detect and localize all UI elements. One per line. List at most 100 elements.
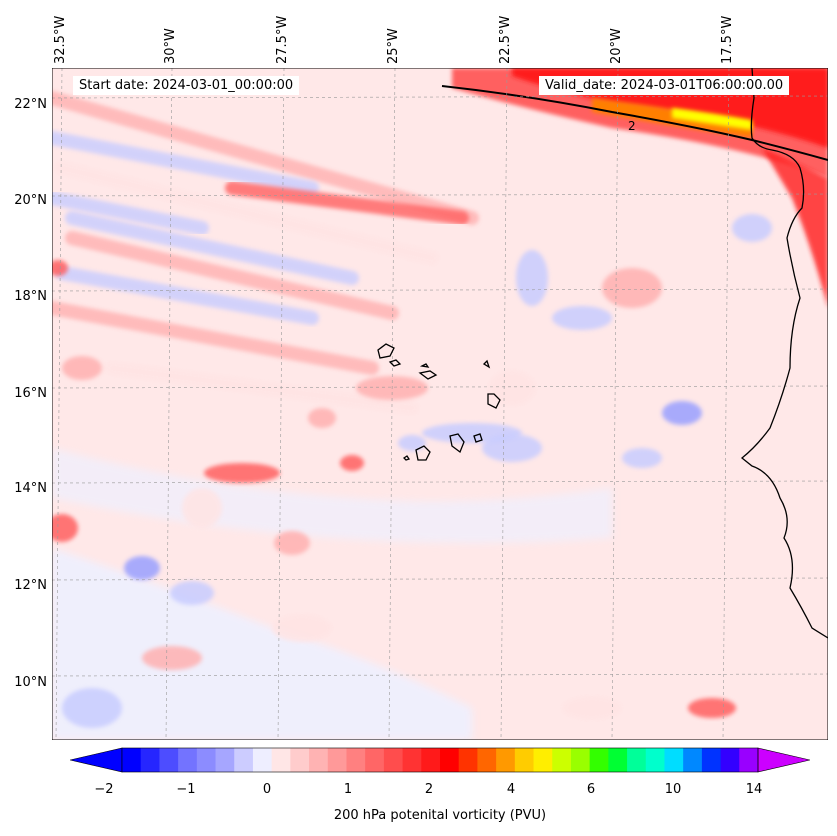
colorbar-segment [346, 748, 366, 772]
longitude-label: 32.5°W [53, 15, 68, 64]
colorbar-tick-label: 0 [262, 782, 272, 797]
latitude-label: 22°N [14, 97, 47, 112]
colorbar-segment [552, 748, 572, 772]
colorbar-outline [121, 747, 759, 773]
longitude-gridline [611, 68, 619, 740]
colorbar-segment [252, 748, 273, 772]
colorbar-segment [589, 748, 609, 772]
pv-blob [272, 614, 332, 642]
longitude-gridline [722, 68, 730, 740]
pv-blob [62, 356, 102, 380]
cape-verde-island [388, 359, 402, 367]
colorbar [69, 746, 811, 774]
colorbar-segment [440, 748, 460, 772]
pv-streak [55, 266, 319, 325]
high-pv-peak [672, 108, 752, 130]
colorbar-segment [627, 748, 647, 772]
pv-blob [398, 435, 426, 451]
colorbar-segment [664, 748, 684, 772]
longitude-label: 27.5°W [275, 15, 290, 64]
latitude-label: 18°N [14, 289, 47, 304]
colorbar-segment [421, 748, 441, 772]
colorbar-segment [383, 748, 404, 772]
pv-blob [62, 688, 122, 728]
cape-verde-island [419, 363, 430, 368]
longitude-label: 30°W [163, 28, 178, 64]
colorbar-segment [196, 748, 217, 772]
gridlines [52, 68, 828, 740]
colorbar-segment [496, 748, 516, 772]
pv-blob [482, 434, 542, 462]
latitude-label: 20°N [14, 193, 47, 208]
pv-streak [55, 161, 439, 265]
colorbar-tick-label: −1 [176, 782, 196, 797]
cape-verde-island [418, 370, 438, 380]
colorbar-segment [720, 748, 740, 772]
colorbar-segment [140, 748, 160, 772]
pv-2-contour [441, 85, 828, 161]
colorbar-segment [159, 748, 179, 772]
pv-streak [52, 191, 209, 235]
pv-blob [182, 488, 222, 528]
pv-blob [142, 646, 202, 670]
africa-coastline [740, 68, 828, 639]
pv-blob [340, 455, 364, 471]
longitude-label: 22.5°W [498, 15, 513, 64]
pv-blob [516, 250, 548, 306]
colorbar-segment [477, 748, 497, 772]
pv-streak [105, 361, 419, 415]
colorbar-tick-label: 4 [506, 782, 516, 797]
longitude-label: 25°W [386, 28, 401, 64]
colorbar-segment [701, 748, 722, 772]
pv-blob [552, 306, 612, 330]
pv-streak [52, 91, 479, 225]
valid-date-label: Valid_date: 2024-03-01T06:00:00.00 [539, 76, 790, 95]
colorbar-segment [178, 748, 198, 772]
pv-field [52, 68, 828, 740]
pv-blob [308, 408, 336, 428]
cape-verde-island [415, 445, 431, 461]
colorbar-segment [365, 748, 385, 772]
colorbar-segment [458, 748, 478, 772]
pv-streak [225, 181, 469, 225]
pv-streak [52, 301, 379, 375]
colorbar-segment [533, 748, 553, 772]
colorbar-svg [69, 747, 811, 773]
colorbar-min-arrow [69, 747, 123, 773]
pv-blob [488, 370, 536, 406]
colorbar-segment [570, 748, 591, 772]
colorbar-segment [645, 748, 665, 772]
pv-blob [204, 463, 280, 483]
cape-verde-island [377, 343, 395, 359]
pv-map: 2 [52, 68, 828, 740]
colorbar-segment [234, 748, 254, 772]
longitude-gridline [55, 68, 63, 740]
longitude-gridline [388, 68, 396, 740]
colorbar-segment [402, 748, 422, 772]
pv-streak [65, 211, 359, 285]
colorbar-segment [122, 748, 142, 772]
colorbar-segment [290, 748, 310, 772]
latitude-label: 14°N [14, 481, 47, 496]
colorbar-tick-label: 10 [664, 782, 682, 797]
latitude-label: 10°N [14, 675, 47, 690]
pv-blob [622, 448, 662, 468]
pv-streak [52, 131, 319, 195]
colorbar-segment [683, 748, 703, 772]
colorbar-segment [514, 748, 535, 772]
longitude-label: 20°W [609, 28, 624, 64]
pv-blob [602, 268, 662, 308]
colorbar-segment [271, 748, 291, 772]
start-date-label: Start date: 2024-03-01_00:00:00 [73, 76, 300, 95]
pv-blob [274, 531, 310, 555]
latitude-label: 16°N [14, 386, 47, 401]
coastline [377, 68, 828, 639]
negative-region [52, 548, 472, 740]
cape-verde-island [449, 433, 465, 454]
longitude-gridline [277, 68, 285, 740]
colorbar-tick-label: 6 [586, 782, 596, 797]
pv-blob [124, 556, 160, 580]
colorbar-tick-label: −2 [94, 782, 114, 797]
high-pv-core [762, 148, 828, 308]
colorbar-segment [739, 748, 759, 772]
